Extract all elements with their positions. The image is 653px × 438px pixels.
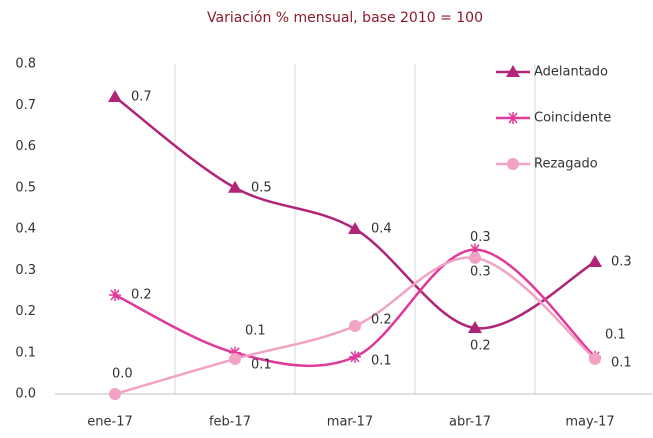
legend-label: Rezagado (534, 157, 598, 172)
marker (349, 350, 361, 363)
marker (109, 388, 121, 400)
x-tick-label: abr-17 (449, 415, 491, 430)
value-label: 0.3 (611, 255, 632, 270)
y-tick-label: 0.2 (15, 304, 36, 319)
y-tick-label: 0.1 (15, 345, 36, 360)
marker (589, 352, 601, 365)
value-label: 0.1 (245, 323, 266, 338)
y-tick-label: 0.5 (15, 180, 36, 195)
value-label: 0.2 (371, 312, 392, 327)
marker (588, 255, 602, 267)
marker (469, 251, 481, 264)
marker (507, 112, 519, 124)
line (114, 96, 596, 330)
value-label: 0.5 (251, 180, 272, 195)
marker (468, 321, 482, 333)
marker (108, 90, 122, 102)
marker (349, 319, 361, 332)
x-tick-label: ene-17 (87, 415, 132, 430)
marker (507, 158, 519, 170)
x-tick-label: may-17 (565, 415, 614, 430)
marker (109, 289, 121, 301)
value-label: 0.1 (605, 327, 626, 342)
x-tick-label: mar-17 (327, 415, 373, 430)
legend-label: Coincidente (534, 111, 611, 126)
y-tick-label: 0.8 (15, 57, 36, 72)
value-label: 0.3 (470, 230, 491, 245)
value-label: 0.2 (470, 339, 491, 354)
value-label: 0.1 (611, 355, 632, 370)
marker (229, 352, 241, 365)
marker (506, 65, 520, 77)
marker (228, 180, 242, 193)
legend-label: Adelantado (534, 65, 608, 80)
line (114, 248, 596, 368)
marker (348, 222, 362, 234)
value-label: 0.3 (470, 264, 491, 279)
value-label: 0.7 (131, 90, 152, 105)
chart-title: Variación % mensual, base 2010 = 100 (207, 10, 483, 26)
x-tick-label: feb-17 (209, 415, 251, 430)
value-label: 0.1 (251, 357, 272, 372)
y-tick-label: 0.4 (15, 222, 36, 237)
y-tick-label: 0.6 (15, 139, 36, 154)
marker (229, 346, 241, 359)
value-label: 0.2 (131, 288, 152, 303)
y-tick-label: 0.0 (15, 387, 36, 402)
value-label: 0.0 (112, 367, 133, 382)
y-tick-label: 0.7 (15, 98, 36, 113)
value-label: 0.4 (371, 222, 392, 237)
marker (469, 243, 481, 256)
y-tick-label: 0.3 (15, 263, 36, 278)
value-label: 0.1 (371, 353, 392, 368)
